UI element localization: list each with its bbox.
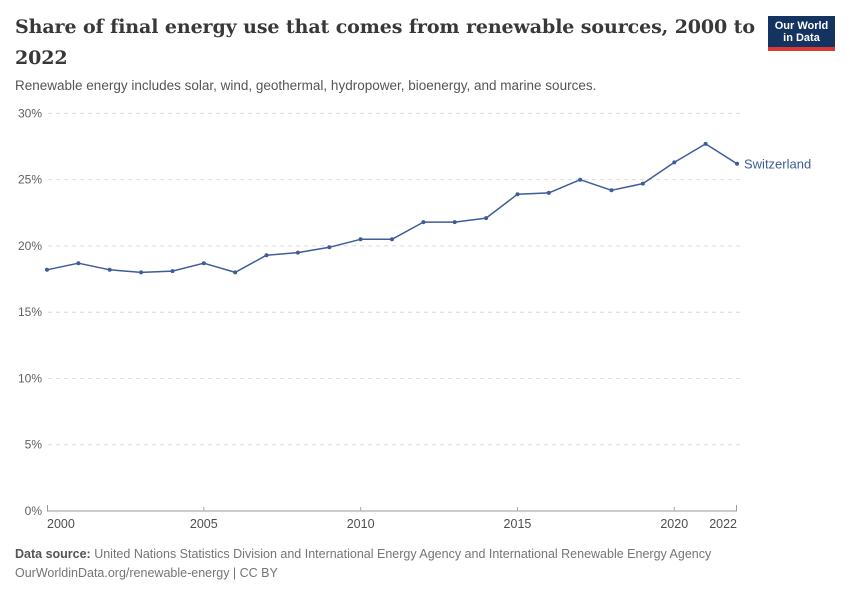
data-point: [546, 190, 551, 195]
data-point: [515, 192, 520, 197]
line-chart: 0% 5% 10% 15% 20% 25% 30% 2000 2005 2010 2015 2020 2…: [18, 106, 811, 531]
data-point: [295, 250, 300, 255]
data-point: [640, 181, 645, 186]
y-tick-label: 0%: [25, 504, 43, 518]
chart-title: Share of final energy use that comes fro…: [15, 16, 755, 69]
data-point: [76, 261, 81, 266]
data-point: [139, 270, 144, 275]
footer-link[interactable]: OurWorldinData.org/renewable-energy | CC…: [15, 566, 278, 580]
data-point: [578, 177, 583, 182]
data-point: [421, 220, 426, 225]
x-tick-label: 2000: [47, 517, 75, 531]
chart-footer: Data source: United Nations Statistics D…: [15, 545, 835, 583]
data-source-text: United Nations Statistics Division and I…: [90, 547, 712, 561]
logo-red-bar: [768, 47, 835, 51]
data-point: [672, 160, 677, 165]
data-point: [703, 141, 708, 146]
series-line: [46, 143, 738, 274]
x-tick-label: 2005: [190, 517, 218, 531]
data-point: [358, 237, 363, 242]
logo-line2: in Data: [783, 31, 820, 44]
y-tick-label: 10%: [18, 371, 42, 385]
x-tick-label: 2022: [709, 517, 737, 531]
chart-subtitle: Renewable energy includes solar, wind, g…: [15, 78, 597, 93]
owid-logo-box: Our World in Data: [768, 16, 835, 47]
logo-line1: Our World: [774, 19, 829, 32]
y-tick-label: 25%: [18, 173, 42, 187]
data-point: [735, 161, 739, 166]
data-point: [390, 237, 394, 242]
data-point: [484, 216, 489, 221]
data-point: [327, 245, 332, 250]
y-tick-label: 20%: [18, 239, 42, 253]
y-tick-label: 5%: [25, 438, 43, 452]
data-source-line: Data source: United Nations Statistics D…: [15, 545, 835, 564]
y-tick-label: 30%: [18, 106, 42, 120]
data-point: [107, 267, 112, 272]
data-point: [170, 269, 175, 274]
data-point: [45, 267, 49, 272]
x-tick-label: 2010: [347, 517, 375, 531]
x-tick-label: 2020: [660, 517, 688, 531]
data-point: [264, 253, 269, 258]
y-tick-label: 15%: [18, 305, 42, 319]
chart-header: Share of final energy use that comes fro…: [15, 12, 763, 94]
data-point: [609, 188, 614, 193]
data-point: [201, 261, 206, 266]
owid-logo[interactable]: Our World in Data: [768, 16, 835, 51]
data-point: [233, 270, 238, 275]
data-point: [452, 220, 457, 225]
entity-label: Switzerland: [744, 156, 811, 171]
data-source-label: Data source:: [15, 547, 91, 561]
x-tick-label: 2015: [504, 517, 532, 531]
